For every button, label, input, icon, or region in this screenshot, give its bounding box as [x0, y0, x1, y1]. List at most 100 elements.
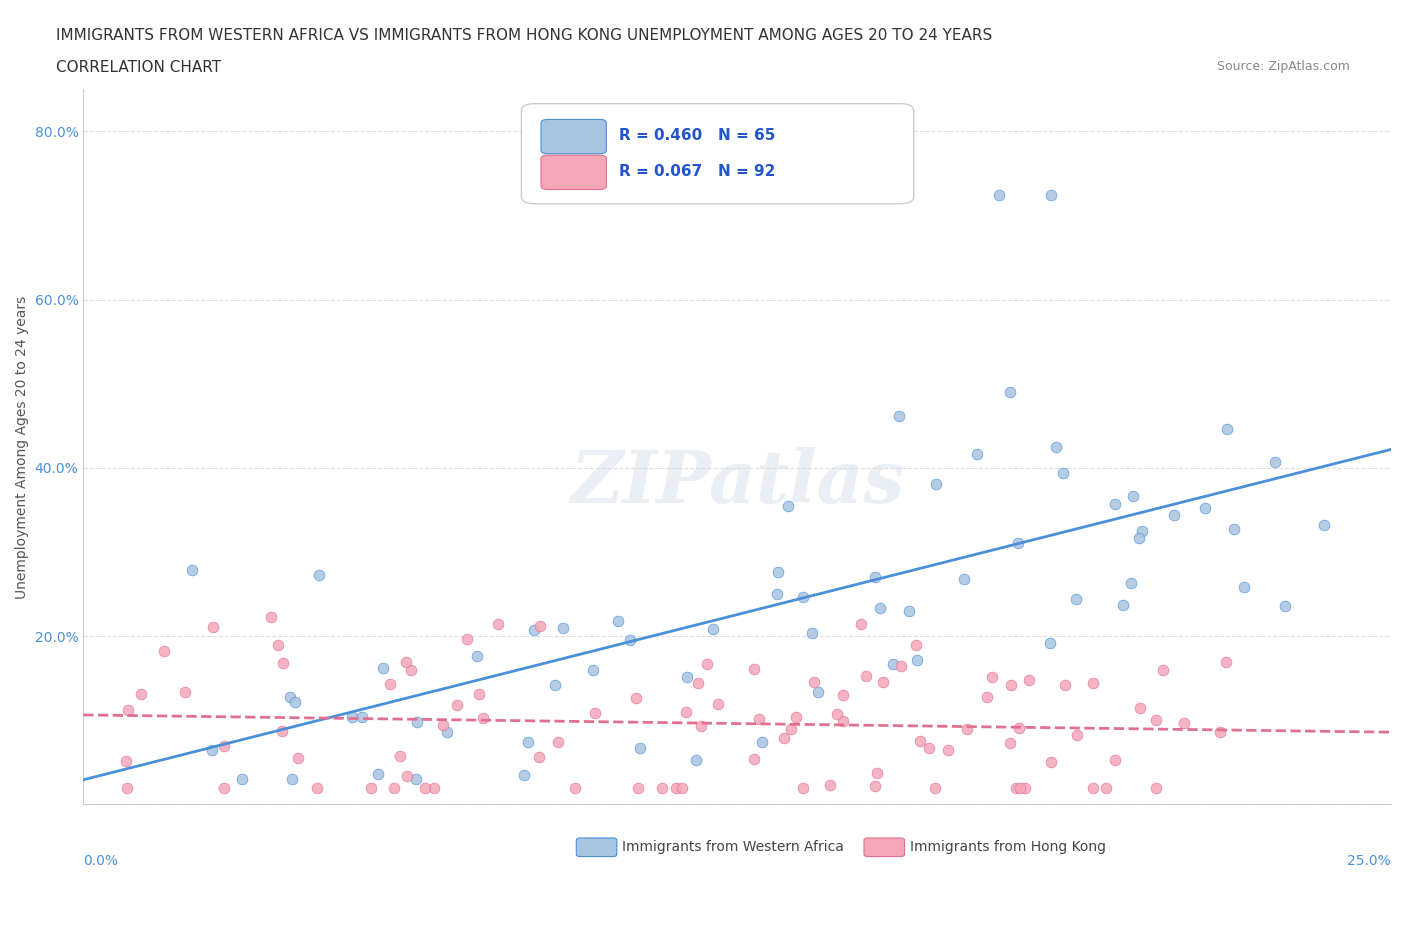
Point	[1119, 576, 1142, 591]
Point	[792, 780, 814, 795]
Point	[544, 677, 567, 692]
Text: Immigrants from Hong Kong: Immigrants from Hong Kong	[910, 841, 1105, 855]
Point	[778, 498, 800, 513]
Point	[513, 767, 536, 782]
Point	[260, 610, 283, 625]
Point	[1313, 518, 1336, 533]
Point	[1208, 725, 1230, 740]
Point	[551, 621, 574, 636]
Point	[936, 742, 959, 757]
Point	[849, 616, 872, 631]
Point	[890, 658, 912, 673]
Point	[287, 751, 309, 766]
FancyBboxPatch shape	[576, 838, 617, 857]
FancyBboxPatch shape	[522, 104, 914, 204]
Point	[1005, 780, 1028, 795]
Point	[1216, 421, 1239, 436]
Point	[350, 710, 373, 724]
Point	[231, 772, 253, 787]
Point	[1104, 752, 1126, 767]
Point	[1222, 522, 1244, 537]
Point	[1083, 675, 1105, 690]
Point	[918, 740, 941, 755]
Point	[925, 476, 948, 491]
Text: R = 0.460   N = 65: R = 0.460 N = 65	[620, 128, 776, 143]
Point	[1128, 530, 1150, 545]
Point	[887, 408, 910, 423]
Text: 0.0%: 0.0%	[83, 855, 118, 869]
Point	[281, 772, 304, 787]
Point	[1052, 466, 1074, 481]
Point	[1053, 678, 1076, 693]
Point	[869, 601, 891, 616]
Point	[1163, 508, 1185, 523]
Point	[772, 731, 794, 746]
Point	[389, 749, 412, 764]
Text: Immigrants from Western Africa: Immigrants from Western Africa	[621, 841, 844, 855]
Point	[271, 656, 294, 671]
Point	[378, 677, 401, 692]
Point	[129, 686, 152, 701]
Point	[872, 674, 894, 689]
Point	[1129, 701, 1152, 716]
Point	[153, 644, 176, 658]
Point	[117, 780, 139, 795]
Point	[1274, 599, 1296, 614]
Point	[278, 690, 301, 705]
Point	[423, 780, 446, 795]
Point	[619, 632, 641, 647]
Point	[173, 684, 195, 699]
Point	[1039, 755, 1062, 770]
Point	[1144, 780, 1167, 795]
Point	[523, 623, 546, 638]
Point	[1007, 536, 1029, 551]
Point	[766, 587, 789, 602]
Point	[201, 619, 224, 634]
Point	[1152, 663, 1174, 678]
Text: Source: ZipAtlas.com: Source: ZipAtlas.com	[1216, 60, 1350, 73]
Point	[998, 736, 1021, 751]
Point	[676, 670, 699, 684]
Y-axis label: Unemployment Among Ages 20 to 24 years: Unemployment Among Ages 20 to 24 years	[15, 295, 30, 599]
Point	[468, 686, 491, 701]
Point	[818, 778, 841, 793]
FancyBboxPatch shape	[541, 155, 606, 190]
Point	[748, 711, 770, 726]
Point	[686, 676, 709, 691]
Point	[905, 653, 928, 668]
Point	[801, 626, 824, 641]
Point	[952, 571, 974, 586]
Point	[831, 713, 853, 728]
Point	[1144, 712, 1167, 727]
Point	[904, 638, 927, 653]
Point	[1194, 500, 1216, 515]
Point	[581, 662, 603, 677]
Point	[583, 706, 606, 721]
Point	[1233, 579, 1256, 594]
Point	[768, 565, 790, 579]
Point	[675, 704, 697, 719]
Point	[382, 780, 405, 795]
Point	[405, 772, 427, 787]
Point	[1264, 455, 1286, 470]
Point	[803, 674, 825, 689]
Point	[1039, 635, 1062, 650]
Point	[371, 660, 394, 675]
Point	[517, 735, 540, 750]
Point	[702, 621, 724, 636]
Point	[284, 695, 307, 710]
Point	[956, 722, 979, 737]
Text: IMMIGRANTS FROM WESTERN AFRICA VS IMMIGRANTS FROM HONG KONG UNEMPLOYMENT AMONG A: IMMIGRANTS FROM WESTERN AFRICA VS IMMIGR…	[56, 28, 993, 43]
Point	[413, 780, 436, 795]
Point	[863, 778, 886, 793]
Point	[624, 690, 647, 705]
Point	[115, 753, 138, 768]
Point	[785, 709, 807, 724]
Text: CORRELATION CHART: CORRELATION CHART	[56, 60, 221, 75]
Point	[827, 707, 849, 722]
Point	[399, 662, 422, 677]
Point	[446, 698, 468, 712]
Point	[308, 567, 330, 582]
Point	[465, 648, 488, 663]
Point	[627, 780, 650, 795]
